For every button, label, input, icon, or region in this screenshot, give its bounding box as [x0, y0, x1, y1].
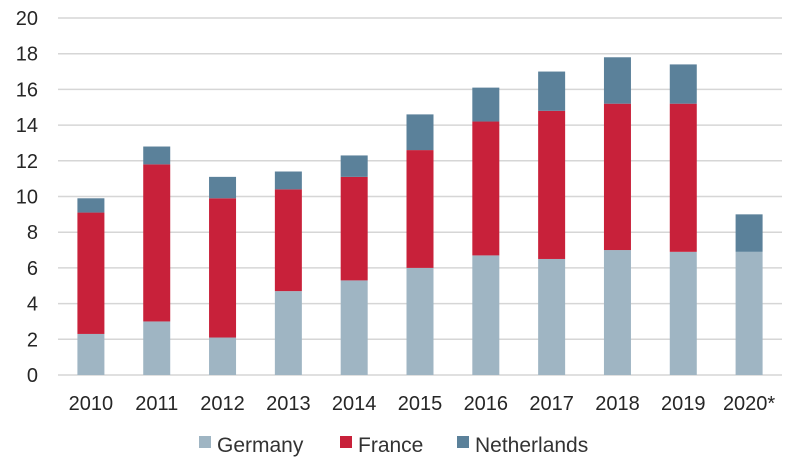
y-tick-label: 16 — [16, 79, 38, 101]
x-tick-label: 2010 — [69, 393, 114, 415]
x-tick-label: 2018 — [595, 393, 640, 415]
bar-netherlands-2013 — [274, 171, 302, 190]
x-tick-label: 2013 — [266, 393, 311, 415]
x-tick-label: 2016 — [464, 393, 509, 415]
bar-germany-2020 — [735, 251, 763, 375]
x-tick-label: 2012 — [200, 393, 245, 415]
bar-france-2019 — [669, 103, 697, 252]
legend-label: Netherlands — [475, 434, 588, 457]
legend-item-germany: Germany — [199, 434, 304, 457]
bar-france-2016 — [472, 121, 500, 256]
bar-netherlands-2010 — [77, 198, 105, 213]
bar-germany-2013 — [274, 291, 302, 375]
legend-label: France — [358, 434, 423, 457]
bar-france-2017 — [538, 110, 566, 259]
y-axis-ticks: 0 2 4 6 8 10 12 14 16 18 20 — [16, 8, 38, 387]
legend-swatch — [340, 436, 352, 448]
y-tick-label: 8 — [27, 222, 38, 244]
bar-netherlands-2012 — [209, 176, 237, 199]
x-tick-label: 2019 — [661, 393, 706, 415]
x-tick-label: 2015 — [398, 393, 443, 415]
y-tick-label: 12 — [16, 151, 38, 173]
legend-swatch — [199, 436, 211, 448]
bar-netherlands-2020 — [735, 214, 763, 252]
y-tick-label: 2 — [27, 329, 38, 351]
bar-netherlands-2017 — [538, 71, 566, 111]
y-tick-label: 18 — [16, 44, 38, 66]
bar-germany-2010 — [77, 333, 105, 375]
y-tick-label: 0 — [27, 365, 38, 387]
bar-germany-2019 — [669, 251, 697, 375]
bar-france-2018 — [603, 103, 631, 251]
bar-netherlands-2011 — [143, 146, 171, 165]
x-tick-label: 2020* — [723, 393, 775, 415]
bar-germany-2015 — [406, 267, 434, 375]
bar-netherlands-2016 — [472, 87, 500, 122]
bar-germany-2018 — [603, 250, 631, 375]
legend-label: Germany — [217, 434, 304, 457]
bar-germany-2011 — [143, 321, 171, 375]
bar-netherlands-2015 — [406, 114, 434, 151]
legend-item-netherlands: Netherlands — [457, 434, 588, 457]
bar-germany-2012 — [209, 337, 237, 375]
x-axis-ticks: 2010 2011 2012 2013 2014 2015 2016 2017 2018 2019… — [69, 393, 776, 415]
x-tick-label: 2011 — [135, 393, 178, 415]
legend-item-france: France — [340, 434, 423, 457]
bar-germany-2017 — [538, 258, 566, 375]
x-tick-label: 2014 — [332, 393, 377, 415]
bar-germany-2014 — [340, 280, 368, 375]
legend: Germany France Netherlands — [199, 434, 588, 457]
bars — [77, 57, 763, 375]
bar-france-2010 — [77, 212, 105, 334]
y-tick-label: 14 — [16, 115, 38, 137]
bar-france-2014 — [340, 176, 368, 281]
bar-netherlands-2018 — [603, 57, 631, 104]
y-tick-label: 10 — [16, 187, 38, 209]
bar-germany-2016 — [472, 255, 500, 375]
x-tick-label: 2017 — [529, 393, 574, 415]
legend-swatch — [457, 436, 469, 448]
bar-france-2012 — [209, 198, 237, 338]
bar-france-2011 — [143, 164, 171, 322]
bar-netherlands-2014 — [340, 155, 368, 177]
bar-france-2015 — [406, 150, 434, 268]
bar-france-2013 — [274, 189, 302, 292]
y-tick-label: 20 — [16, 8, 38, 30]
bar-netherlands-2019 — [669, 64, 697, 104]
y-tick-label: 4 — [27, 294, 38, 316]
y-tick-label: 6 — [27, 258, 38, 280]
